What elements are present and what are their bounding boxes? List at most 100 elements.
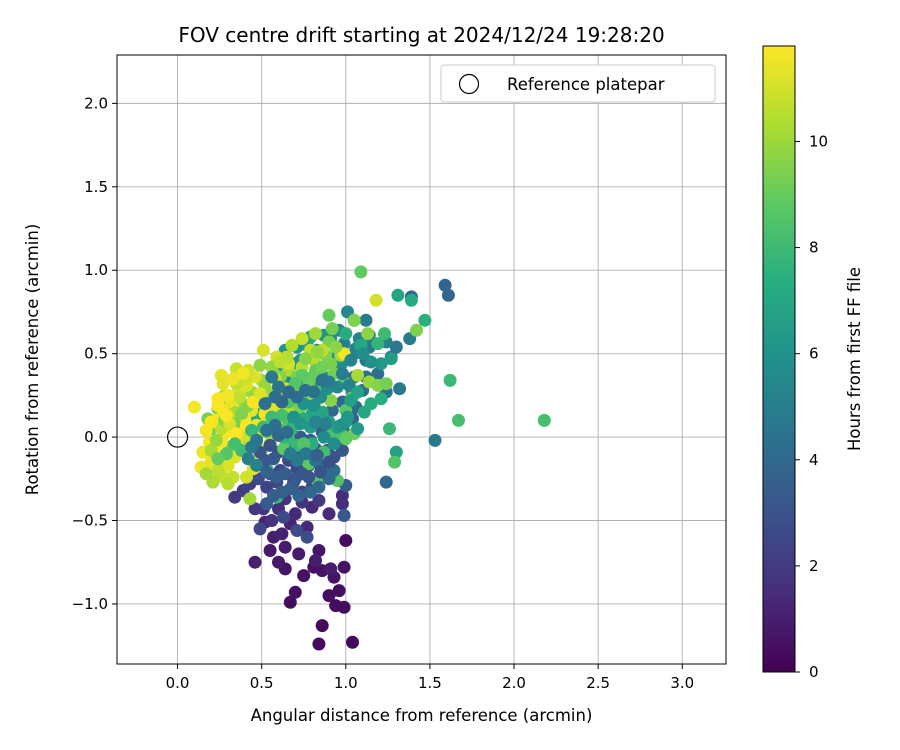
colorbar-label: Hours from first FF file — [845, 267, 864, 451]
data-point — [300, 520, 314, 534]
data-point — [322, 308, 336, 322]
data-point — [298, 352, 312, 366]
data-point — [389, 340, 403, 354]
data-point — [418, 313, 432, 327]
y-tick-label: −1.0 — [72, 595, 108, 613]
data-point — [346, 635, 359, 649]
data-point — [260, 497, 274, 511]
data-point — [248, 555, 262, 569]
data-point — [359, 313, 373, 327]
colorbar-tick-label: 2 — [809, 557, 819, 575]
data-point — [339, 534, 353, 547]
data-point — [324, 562, 338, 576]
data-point — [332, 584, 346, 598]
data-point — [309, 415, 322, 429]
x-tick-label: 1.0 — [334, 674, 358, 692]
data-point — [245, 440, 259, 454]
data-point — [248, 502, 262, 516]
data-point — [371, 337, 385, 351]
data-point — [253, 522, 267, 536]
data-point — [322, 589, 336, 603]
data-point — [354, 265, 368, 279]
data-point — [228, 437, 242, 451]
y-tick-label: −0.5 — [72, 512, 108, 530]
colorbar-tick-label: 0 — [809, 663, 819, 681]
data-point — [243, 492, 257, 506]
data-point — [441, 288, 455, 302]
data-point — [337, 560, 351, 574]
x-tick-label: 2.0 — [502, 674, 526, 692]
data-point — [410, 323, 423, 337]
data-point — [283, 595, 297, 609]
data-point — [253, 387, 267, 401]
data-point — [315, 360, 329, 374]
data-point — [310, 448, 324, 462]
data-point — [537, 413, 551, 427]
data-point — [452, 413, 465, 427]
data-point — [351, 385, 365, 399]
data-point — [297, 437, 311, 451]
data-point — [240, 470, 253, 484]
data-point — [275, 408, 289, 422]
data-point — [356, 347, 370, 361]
data-point — [260, 465, 274, 479]
data-point — [378, 327, 391, 341]
data-point — [216, 377, 230, 391]
colorbar-tick-label: 4 — [809, 451, 819, 469]
x-tick-label: 2.5 — [586, 674, 610, 692]
x-tick-label: 0.5 — [250, 674, 274, 692]
data-point — [268, 390, 282, 404]
data-point — [298, 447, 312, 461]
colorbar-tick-label: 8 — [809, 239, 819, 257]
data-point — [277, 510, 290, 524]
data-point — [304, 485, 317, 499]
data-point — [273, 355, 287, 369]
data-point — [351, 422, 365, 436]
data-point — [364, 397, 378, 411]
x-tick-label: 0.0 — [166, 674, 190, 692]
data-point — [347, 313, 361, 327]
colorbar-gradient — [763, 46, 795, 672]
data-point — [287, 410, 301, 424]
data-point — [443, 373, 457, 387]
data-point — [263, 544, 277, 557]
plot-area — [117, 55, 726, 664]
data-point — [312, 637, 326, 651]
data-point — [388, 455, 402, 469]
data-point — [391, 288, 405, 302]
data-points — [187, 265, 551, 651]
data-point — [253, 358, 267, 372]
data-point — [361, 327, 375, 341]
data-point — [393, 382, 407, 396]
data-point — [404, 293, 418, 307]
legend-label-reference: Reference platepar — [507, 75, 665, 94]
data-point — [351, 368, 365, 382]
data-point — [428, 433, 442, 447]
data-point — [278, 540, 292, 554]
y-tick-label: 1.5 — [84, 178, 108, 196]
data-point — [211, 392, 225, 406]
colorbar-tick-label: 10 — [809, 132, 828, 150]
data-point — [272, 555, 285, 569]
data-point — [280, 425, 294, 439]
data-point — [295, 332, 309, 346]
data-point — [285, 338, 299, 352]
legend-box — [440, 64, 716, 103]
data-point — [199, 467, 213, 481]
data-point — [327, 437, 341, 451]
data-point — [309, 327, 322, 341]
data-point — [315, 619, 329, 633]
plot-frame — [116, 54, 727, 665]
y-tick-label: 0.0 — [84, 428, 108, 446]
grid — [117, 55, 726, 664]
x-tick-label: 3.0 — [670, 674, 694, 692]
data-point — [305, 370, 319, 384]
y-axis-label: Rotation from reference (arcmin) — [23, 224, 42, 496]
data-point — [369, 293, 383, 307]
data-point — [315, 373, 329, 387]
data-point — [265, 514, 279, 527]
data-point — [263, 438, 277, 452]
data-point — [309, 554, 322, 568]
data-point — [325, 403, 339, 417]
